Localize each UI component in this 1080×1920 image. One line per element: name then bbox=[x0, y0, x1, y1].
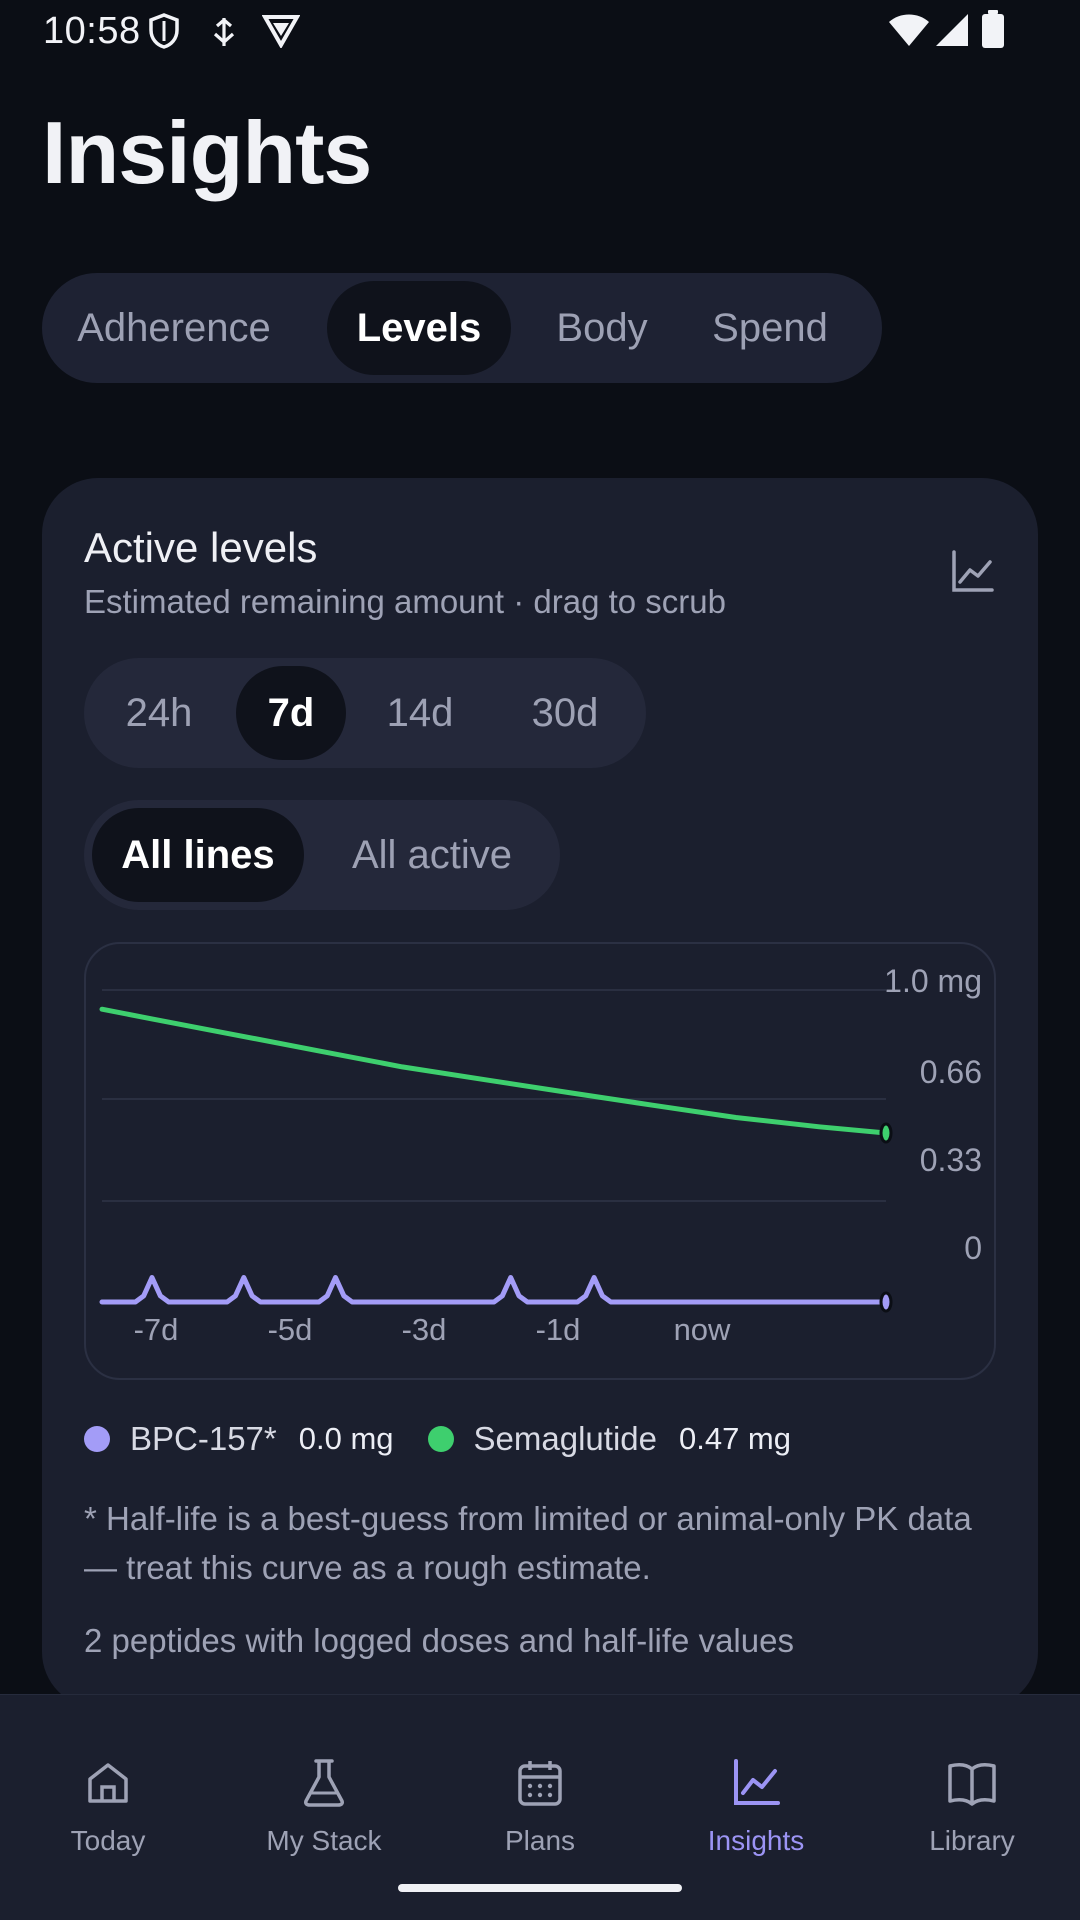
page-title: Insights bbox=[42, 103, 372, 202]
range-selector: 24h 7d 14d 30d bbox=[84, 658, 646, 768]
nav-label-plans: Plans bbox=[504, 1825, 576, 1856]
wifi-icon bbox=[888, 12, 930, 48]
range-24h[interactable]: 24h bbox=[125, 690, 193, 735]
tab-spend[interactable]: Spend bbox=[712, 305, 828, 350]
nav-insights[interactable]: Insights bbox=[648, 1695, 864, 1885]
range-7d[interactable]: 7d bbox=[236, 666, 346, 760]
legend-value-semaglutide: 0.47 mg bbox=[678, 1421, 791, 1456]
levels-chart[interactable]: 1.0 mg 0.66 0.33 0 -7d -5d -3d -1d now bbox=[84, 942, 996, 1380]
series-end-marker-bpc-157 bbox=[879, 1291, 893, 1313]
battery-icon bbox=[982, 10, 1004, 48]
insights-tabs: Adherence Levels Body Spend bbox=[42, 273, 882, 383]
nav-label-today: Today bbox=[70, 1825, 146, 1856]
tab-levels[interactable]: Levels bbox=[327, 281, 511, 375]
y-tick-label: 1.0 mg bbox=[884, 963, 982, 999]
legend-dot-bpc157 bbox=[84, 1426, 110, 1452]
card-title: Active levels bbox=[84, 524, 318, 571]
y-tick-label: 0.66 bbox=[920, 1054, 982, 1090]
legend-dot-semaglutide bbox=[427, 1426, 454, 1452]
series-line-semaglutide bbox=[99, 1006, 889, 1136]
filter-all-lines[interactable]: All lines bbox=[92, 808, 304, 902]
legend-value-bpc157: 0.0 mg bbox=[298, 1421, 394, 1456]
y-tick-label: 0 bbox=[964, 1230, 982, 1266]
nav-label-library: Library bbox=[929, 1825, 1015, 1856]
chart-legend: BPC-157* 0.0 mg Semaglutide 0.47 mg bbox=[84, 1414, 791, 1464]
range-30d[interactable]: 30d bbox=[531, 690, 599, 735]
bottom-nav: Today My Stack Plans Insights Library bbox=[0, 1694, 1080, 1920]
line-filter: All lines All active bbox=[84, 800, 560, 910]
range-14d[interactable]: 14d bbox=[386, 690, 454, 735]
legend-name-semaglutide: Semaglutide bbox=[473, 1420, 657, 1457]
nav-label-my-stack: My Stack bbox=[266, 1825, 382, 1856]
signal-icon bbox=[934, 12, 970, 48]
x-tick-label: now bbox=[674, 1312, 731, 1347]
status-bar: 10:58 bbox=[0, 0, 1080, 62]
home-indicator bbox=[398, 1884, 682, 1892]
x-tick-label: -3d bbox=[402, 1312, 447, 1347]
x-tick-label: -7d bbox=[134, 1312, 179, 1347]
tab-adherence[interactable]: Adherence bbox=[77, 305, 271, 350]
levels-chart-svg[interactable]: 1.0 mg 0.66 0.33 0 -7d -5d -3d -1d now bbox=[86, 944, 998, 1382]
status-time: 10:58 bbox=[43, 10, 141, 52]
chart-line-icon[interactable] bbox=[948, 548, 996, 596]
nav-plans[interactable]: Plans bbox=[432, 1695, 648, 1885]
series-line-bpc-157 bbox=[99, 1275, 889, 1305]
flask-icon bbox=[304, 1759, 344, 1807]
nav-today[interactable]: Today bbox=[0, 1695, 216, 1885]
y-tick-label: 0.33 bbox=[920, 1142, 982, 1178]
usb-debug-icon bbox=[210, 16, 238, 48]
x-tick-label: -1d bbox=[536, 1312, 581, 1347]
nav-library[interactable]: Library bbox=[864, 1695, 1080, 1885]
legend-name-bpc157: BPC-157* bbox=[130, 1420, 277, 1457]
nav-label-insights: Insights bbox=[707, 1825, 805, 1856]
home-icon bbox=[88, 1763, 128, 1803]
tab-body[interactable]: Body bbox=[556, 305, 648, 350]
book-icon bbox=[948, 1763, 996, 1806]
chart-line-icon bbox=[734, 1759, 780, 1805]
vpn-icon bbox=[262, 14, 300, 48]
card-subtitle: Estimated remaining amount · drag to scr… bbox=[84, 583, 726, 620]
series-end-marker-semaglutide bbox=[879, 1122, 893, 1144]
calendar-icon bbox=[518, 1761, 562, 1806]
half-life-footnote: * Half-life is a best-guess from limited… bbox=[84, 1500, 972, 1586]
filter-all-active[interactable]: All active bbox=[351, 832, 513, 877]
shield-icon bbox=[148, 13, 180, 49]
nav-my-stack[interactable]: My Stack bbox=[216, 1695, 432, 1885]
peptide-summary: 2 peptides with logged doses and half-li… bbox=[84, 1622, 794, 1659]
x-tick-label: -5d bbox=[268, 1312, 313, 1347]
